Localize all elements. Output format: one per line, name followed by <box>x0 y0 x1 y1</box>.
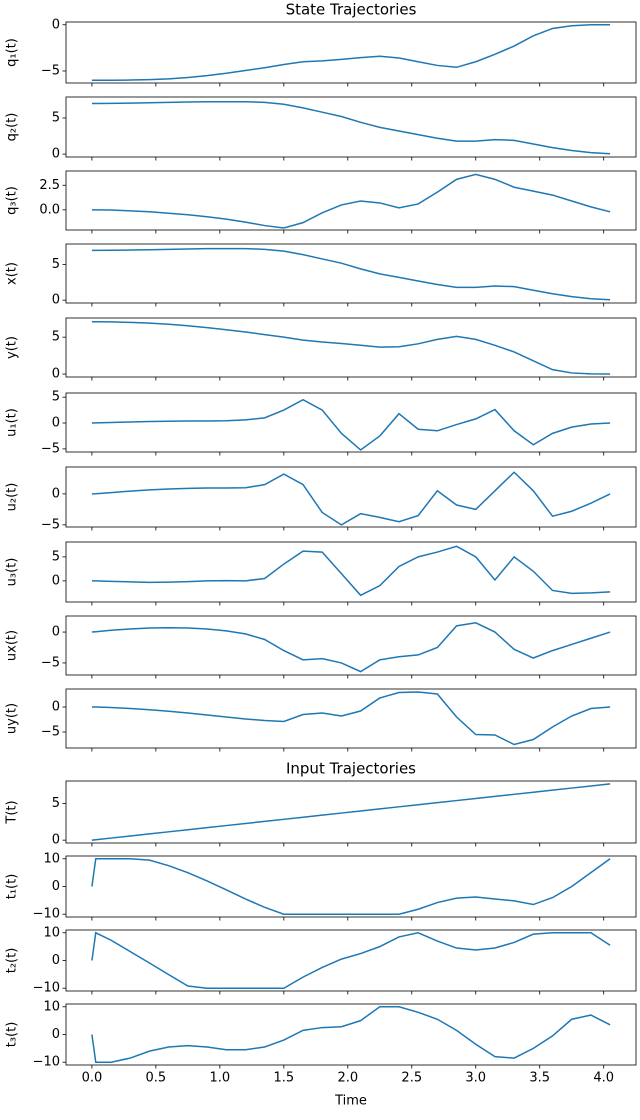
y-axis-label: T(t) <box>5 800 20 824</box>
y-axis-label: q₁(t) <box>5 38 20 67</box>
x-tick-label: 4.0 <box>593 1071 614 1086</box>
y-tick-label: 5 <box>52 330 60 345</box>
data-line <box>91 691 611 746</box>
axes-frame <box>65 96 637 158</box>
y-tick-label: −5 <box>41 655 60 670</box>
y-tick-label: −10 <box>33 907 60 922</box>
data-line <box>91 173 611 229</box>
y-axis-label: t₃(t) <box>5 1022 20 1048</box>
y-axis-label: q₂(t) <box>5 113 20 142</box>
y-tick-label: 0 <box>52 147 60 162</box>
axes-frame <box>65 243 637 304</box>
y-tick-label: 0 <box>52 953 60 968</box>
y-tick-label: 2.5 <box>39 178 60 193</box>
y-tick-label: 5 <box>52 390 60 405</box>
y-tick-label: 10 <box>43 851 60 866</box>
data-line <box>91 247 611 301</box>
x-tick-label: 3.0 <box>465 1071 486 1086</box>
y-tick-label: −5 <box>41 63 60 78</box>
y-tick-label: 0 <box>52 486 60 501</box>
y-axis-label: q₃(t) <box>5 186 20 215</box>
y-tick-label: 0 <box>52 416 60 431</box>
y-tick-label: −10 <box>33 981 60 996</box>
axes-frame <box>65 170 637 231</box>
y-tick-label: 0 <box>52 700 60 715</box>
axes-frame <box>65 855 637 918</box>
axes-frame <box>65 466 637 528</box>
axes-frame <box>65 688 637 749</box>
y-axis-label: x(t) <box>5 262 20 285</box>
y-axis-label: t₂(t) <box>5 948 20 974</box>
y-tick-label: 0 <box>52 293 60 308</box>
y-tick-label: 0 <box>52 833 60 848</box>
data-line <box>91 931 611 989</box>
data-line <box>91 1006 611 1063</box>
y-axis-label: y(t) <box>5 336 20 359</box>
x-tick-label: 0.5 <box>146 1071 167 1086</box>
x-axis-label: Time <box>334 1094 367 1109</box>
y-tick-label: 5 <box>52 549 60 564</box>
axes-frame <box>65 615 637 676</box>
axes-frame <box>65 392 637 453</box>
x-tick-label: 2.5 <box>401 1071 422 1086</box>
panel-title: State Trajectories <box>286 1 417 19</box>
data-line <box>91 783 611 841</box>
y-axis-label: u₂(t) <box>5 483 20 512</box>
y-tick-label: −5 <box>41 725 60 740</box>
data-line <box>91 24 611 81</box>
y-axis-label: u₃(t) <box>5 558 20 587</box>
y-tick-label: −5 <box>41 517 60 532</box>
y-tick-label: 5 <box>52 110 60 125</box>
x-tick-label: 1.0 <box>210 1071 231 1086</box>
y-tick-label: 0 <box>52 367 60 382</box>
axes-frame <box>65 541 637 603</box>
y-tick-label: 5 <box>52 796 60 811</box>
x-tick-label: 2.0 <box>337 1071 358 1086</box>
y-tick-label: 0 <box>52 17 60 32</box>
panel-title: Input Trajectories <box>286 760 416 778</box>
y-tick-label: −5 <box>41 441 60 456</box>
x-tick-label: 1.5 <box>273 1071 294 1086</box>
y-axis-label: u₁(t) <box>5 408 20 437</box>
data-line <box>91 471 611 526</box>
axes-frame <box>65 21 637 84</box>
data-line <box>91 100 611 155</box>
axes-frame <box>65 1003 637 1066</box>
data-line <box>91 622 611 673</box>
y-tick-label: 0 <box>52 1027 60 1042</box>
y-tick-label: 0 <box>52 573 60 588</box>
y-tick-label: 0 <box>52 625 60 640</box>
y-axis-label: t₁(t) <box>5 874 20 900</box>
y-axis-label: uy(t) <box>5 703 20 734</box>
axes-frame <box>65 929 637 992</box>
y-tick-label: 0.0 <box>39 202 60 217</box>
y-tick-label: 10 <box>43 999 60 1014</box>
x-tick-label: 0.0 <box>82 1071 103 1086</box>
y-tick-label: 0 <box>52 879 60 894</box>
x-tick-label: 3.5 <box>529 1071 550 1086</box>
data-line <box>91 398 611 451</box>
axes-frame <box>65 780 637 844</box>
y-axis-label: ux(t) <box>5 630 20 661</box>
axes-frame <box>65 317 637 378</box>
y-tick-label: 5 <box>52 257 60 272</box>
y-tick-label: 10 <box>43 925 60 940</box>
y-tick-label: −10 <box>33 1055 60 1070</box>
data-line <box>91 858 611 915</box>
data-line <box>91 320 611 375</box>
data-line <box>91 545 611 597</box>
